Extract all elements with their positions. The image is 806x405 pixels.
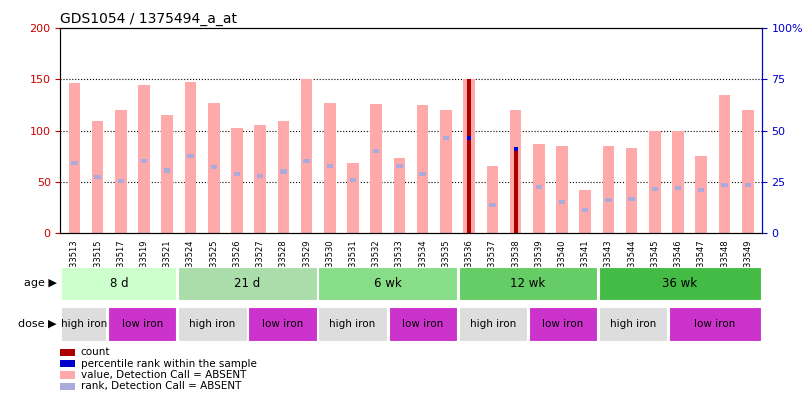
Bar [513,147,517,151]
Bar [255,126,266,233]
Bar [459,267,597,300]
Bar [580,190,591,233]
Text: high iron: high iron [610,319,656,329]
Bar [303,159,310,163]
Text: low iron: low iron [122,319,163,329]
Bar [559,200,565,204]
Bar [210,165,217,169]
Bar [118,179,124,183]
Text: high iron: high iron [330,319,376,329]
Bar [371,104,382,233]
Text: high iron: high iron [470,319,516,329]
Bar [141,159,147,163]
Text: age ▶: age ▶ [23,279,56,288]
Bar [698,188,704,192]
Bar [625,148,638,233]
Text: 12 wk: 12 wk [510,277,546,290]
Bar [248,307,317,341]
Bar [696,156,707,233]
Bar [467,136,472,140]
Text: 8 d: 8 d [110,277,128,290]
Bar [629,197,635,201]
Bar [324,103,335,233]
Bar [71,161,77,165]
Bar [721,183,728,187]
Bar [231,128,243,233]
Text: high iron: high iron [60,319,107,329]
Bar [442,136,449,140]
Bar [719,95,730,233]
Bar [326,164,333,168]
Bar [467,79,472,233]
Bar [318,307,387,341]
Bar [672,130,683,233]
Bar [280,169,287,174]
Bar [301,79,313,233]
Bar [599,307,667,341]
Bar [459,307,527,341]
Bar [599,267,761,300]
Bar [277,122,289,233]
Bar [139,85,150,233]
Bar [603,146,614,233]
Bar [234,172,240,176]
Bar [373,149,380,153]
Text: count: count [81,347,110,357]
Bar [208,103,219,233]
Bar [649,130,661,233]
Bar [582,208,588,212]
Bar [509,110,521,233]
Bar [94,175,101,179]
Bar [529,307,597,341]
Bar [178,307,247,341]
Bar [419,172,426,176]
Bar [164,168,170,173]
Bar [257,174,264,178]
Text: dose ▶: dose ▶ [18,319,56,329]
Text: low iron: low iron [694,319,736,329]
Bar [347,163,359,233]
Bar [440,110,451,233]
Bar [350,178,356,182]
Bar [69,83,80,233]
Bar [187,154,193,158]
Bar [669,307,761,341]
Bar [388,307,457,341]
Bar [556,146,567,233]
Bar [742,110,754,233]
Bar [108,307,177,341]
Bar [675,186,681,190]
Text: percentile rank within the sample: percentile rank within the sample [81,359,256,369]
Text: 36 wk: 36 wk [663,277,697,290]
Bar [92,122,103,233]
Bar [417,105,429,233]
Bar [463,79,475,233]
Bar [535,185,542,189]
Bar [318,267,457,300]
Text: high iron: high iron [189,319,235,329]
Bar [161,115,173,233]
Bar [605,198,612,202]
Bar [393,158,405,233]
Text: 6 wk: 6 wk [374,277,401,290]
Bar [513,151,517,233]
Bar [61,307,106,341]
Text: rank, Detection Call = ABSENT: rank, Detection Call = ABSENT [81,382,241,391]
Bar [185,81,197,233]
Bar [178,267,317,300]
Bar [489,203,496,207]
Text: 21 d: 21 d [235,277,260,290]
Bar [487,166,498,233]
Bar [115,110,127,233]
Text: GDS1054 / 1375494_a_at: GDS1054 / 1375494_a_at [60,12,238,26]
Bar [397,164,403,168]
Text: low iron: low iron [402,319,443,329]
Bar [533,144,545,233]
Text: value, Detection Call = ABSENT: value, Detection Call = ABSENT [81,370,246,380]
Text: low iron: low iron [262,319,303,329]
Text: low iron: low iron [542,319,584,329]
Bar [745,183,751,187]
Bar [61,267,177,300]
Bar [652,187,658,191]
